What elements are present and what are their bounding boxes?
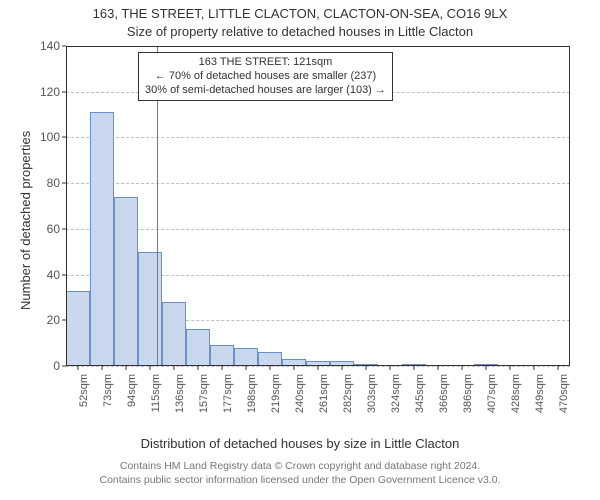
footer-line-1: Contains HM Land Registry data © Crown c… [0, 460, 600, 474]
bar [138, 252, 162, 366]
x-tick: 240sqm [282, 366, 306, 426]
x-tick-mark [198, 366, 199, 370]
x-tick: 94sqm [114, 366, 138, 426]
x-tick-label: 177sqm [222, 374, 234, 413]
bar [114, 197, 138, 366]
y-tick-mark [62, 137, 66, 138]
x-ticks: 52sqm 73sqm 94sqm 115sqm 136sqm 157sqm 177sqm 1… [66, 366, 570, 426]
x-tick-label: 261sqm [318, 374, 330, 413]
annotation-line-3: 30% of semi-detached houses are larger (… [145, 84, 386, 98]
plot-area: 163 THE STREET: 121sqm ← 70% of detached… [66, 46, 570, 366]
x-tick-label: 282sqm [342, 374, 354, 413]
y-tick-mark [62, 91, 66, 92]
bar [234, 348, 258, 366]
footer-text: Contains HM Land Registry data © Crown c… [0, 460, 600, 487]
chart-title: Size of property relative to detached ho… [0, 24, 600, 39]
x-tick: 177sqm [210, 366, 234, 426]
x-tick: 136sqm [162, 366, 186, 426]
x-tick-mark [438, 366, 439, 370]
x-tick-label: 470sqm [558, 374, 570, 413]
x-tick-label: 198sqm [246, 374, 258, 413]
x-tick: 470sqm [546, 366, 570, 426]
x-tick-mark [462, 366, 463, 370]
x-tick: 428sqm [498, 366, 522, 426]
x-tick-mark [342, 366, 343, 370]
x-tick-label: 94sqm [126, 374, 138, 407]
x-tick-label: 386sqm [462, 374, 474, 413]
bar [258, 352, 282, 366]
x-tick-mark [366, 366, 367, 370]
y-tick-mark [62, 320, 66, 321]
bar [90, 112, 114, 366]
x-tick-mark [222, 366, 223, 370]
x-tick-mark [150, 366, 151, 370]
annotation-line-2: ← 70% of detached houses are smaller (23… [145, 70, 386, 84]
x-tick-label: 345sqm [414, 374, 426, 413]
x-tick: 261sqm [306, 366, 330, 426]
x-tick-label: 157sqm [198, 374, 210, 413]
x-axis-title: Distribution of detached houses by size … [0, 436, 600, 451]
x-tick-mark [102, 366, 103, 370]
x-tick: 324sqm [378, 366, 402, 426]
x-tick-mark [510, 366, 511, 370]
x-tick: 219sqm [258, 366, 282, 426]
bar [66, 291, 90, 366]
x-tick-label: 136sqm [174, 374, 186, 413]
x-tick-mark [414, 366, 415, 370]
x-tick-mark [390, 366, 391, 370]
x-tick-mark [318, 366, 319, 370]
x-tick-label: 407sqm [486, 374, 498, 413]
x-tick-label: 366sqm [438, 374, 450, 413]
x-tick-label: 449sqm [534, 374, 546, 413]
x-tick-mark [486, 366, 487, 370]
x-tick-label: 52sqm [78, 374, 90, 407]
x-tick-label: 73sqm [102, 374, 114, 407]
x-tick-mark [558, 366, 559, 370]
x-tick-mark [270, 366, 271, 370]
x-tick-label: 428sqm [510, 374, 522, 413]
x-tick-label: 324sqm [390, 374, 402, 413]
x-tick-mark [294, 366, 295, 370]
x-tick: 386sqm [450, 366, 474, 426]
footer-line-2: Contains public sector information licen… [0, 474, 600, 488]
x-tick-mark [534, 366, 535, 370]
y-tick-mark [62, 228, 66, 229]
x-tick-mark [78, 366, 79, 370]
x-tick-mark [126, 366, 127, 370]
chart-container: 163, THE STREET, LITTLE CLACTON, CLACTON… [0, 0, 600, 500]
chart-supertitle: 163, THE STREET, LITTLE CLACTON, CLACTON… [0, 6, 600, 21]
x-tick: 303sqm [354, 366, 378, 426]
y-tick-mark [62, 274, 66, 275]
bar [282, 359, 306, 366]
x-tick-mark [246, 366, 247, 370]
x-tick: 449sqm [522, 366, 546, 426]
x-tick: 157sqm [186, 366, 210, 426]
x-tick: 115sqm [138, 366, 162, 426]
x-tick: 345sqm [402, 366, 426, 426]
annotation-box: 163 THE STREET: 121sqm ← 70% of detached… [138, 52, 393, 101]
x-tick: 73sqm [90, 366, 114, 426]
x-tick: 52sqm [66, 366, 90, 426]
bar [162, 302, 186, 366]
bar [210, 345, 234, 366]
x-tick-label: 115sqm [150, 374, 162, 412]
x-tick-label: 219sqm [270, 374, 282, 413]
x-tick-mark [174, 366, 175, 370]
x-tick: 282sqm [330, 366, 354, 426]
x-tick-label: 240sqm [294, 374, 306, 413]
y-axis-title: Number of detached properties [18, 131, 33, 310]
y-tick-mark [62, 183, 66, 184]
x-tick: 198sqm [234, 366, 258, 426]
y-tick-mark [62, 46, 66, 47]
bar [186, 329, 210, 366]
x-tick: 407sqm [474, 366, 498, 426]
x-tick: 366sqm [426, 366, 450, 426]
x-tick-label: 303sqm [366, 374, 378, 413]
annotation-line-1: 163 THE STREET: 121sqm [145, 56, 386, 70]
